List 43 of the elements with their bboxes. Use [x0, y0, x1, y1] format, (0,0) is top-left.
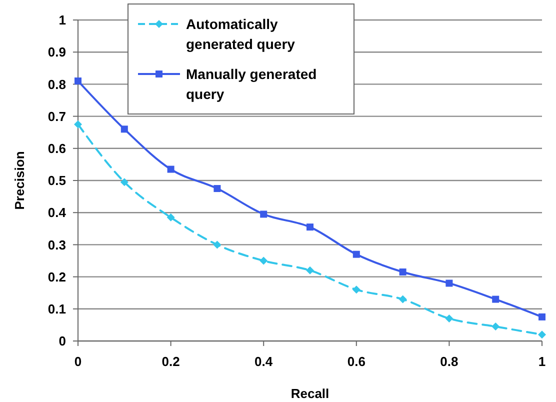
point	[166, 213, 175, 222]
point	[538, 313, 546, 320]
y-tick-label: 0.7	[48, 108, 66, 124]
y-tick-label: 0.9	[48, 44, 66, 60]
y-axis-title: Precision	[12, 151, 27, 210]
point	[399, 268, 406, 276]
point	[213, 240, 222, 249]
legend-label: Automatically generated query	[186, 16, 296, 52]
x-tick-label: 1	[538, 354, 546, 369]
point	[74, 120, 82, 128]
x-axis-title: Recall	[290, 386, 330, 401]
y-tick-label: 1	[58, 12, 66, 28]
y-tick-label: 0.8	[48, 76, 66, 92]
y-tick-label: 0.6	[48, 140, 66, 156]
point	[74, 77, 82, 84]
point	[260, 210, 268, 218]
x-tick-label: 0.8	[440, 354, 458, 369]
y-tick-label: 0.1	[48, 301, 66, 316]
x-tick-label: 0.2	[162, 354, 180, 369]
point	[260, 256, 268, 265]
x-tick-label: 0.4	[254, 354, 274, 369]
point	[446, 280, 453, 287]
point	[120, 126, 128, 133]
y-tick-label: 0.3	[48, 237, 66, 252]
x-tick-label: 0.6	[347, 354, 366, 369]
point	[306, 266, 314, 274]
point	[352, 250, 360, 258]
point	[120, 178, 128, 186]
y-tick-label: 0.2	[48, 269, 66, 284]
legend-label: Manually generated query	[186, 66, 317, 102]
point	[352, 286, 360, 294]
y-tick-label: 0	[58, 334, 66, 349]
x-tick-label: 0	[74, 354, 82, 369]
point	[167, 166, 174, 173]
point	[398, 295, 407, 304]
point	[445, 314, 454, 323]
point	[492, 296, 500, 303]
point	[492, 322, 500, 331]
point	[538, 330, 546, 339]
y-tick-label: 0.4	[48, 205, 67, 220]
point	[306, 224, 314, 231]
y-tick-label: 0.5	[48, 173, 66, 188]
point	[214, 185, 221, 192]
